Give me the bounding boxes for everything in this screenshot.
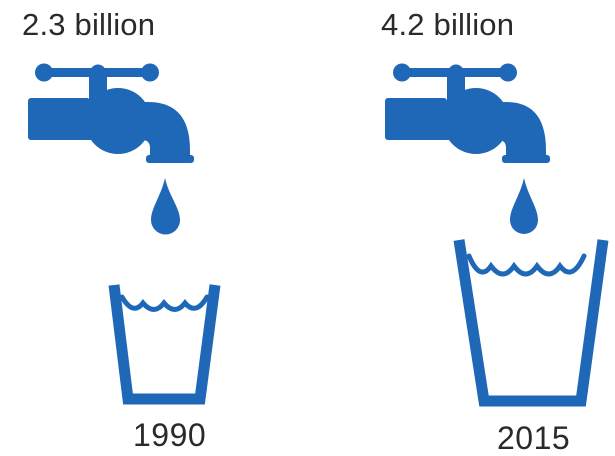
panel-2015 — [385, 63, 609, 407]
year-label-2015: 2015 — [497, 420, 571, 456]
water-drop-icon — [510, 178, 538, 234]
amount-label-2015: 4.2 billion — [381, 7, 515, 42]
amount-label-1990: 2.3 billion — [22, 7, 156, 42]
water-tap-icon — [28, 63, 194, 163]
panel-1990 — [28, 63, 221, 405]
small-glass-icon — [108, 284, 221, 405]
year-label-1990: 1990 — [133, 417, 207, 453]
large-glass-icon — [453, 239, 609, 407]
water-drop-icon — [151, 178, 180, 235]
water-tap-icon — [385, 63, 550, 163]
